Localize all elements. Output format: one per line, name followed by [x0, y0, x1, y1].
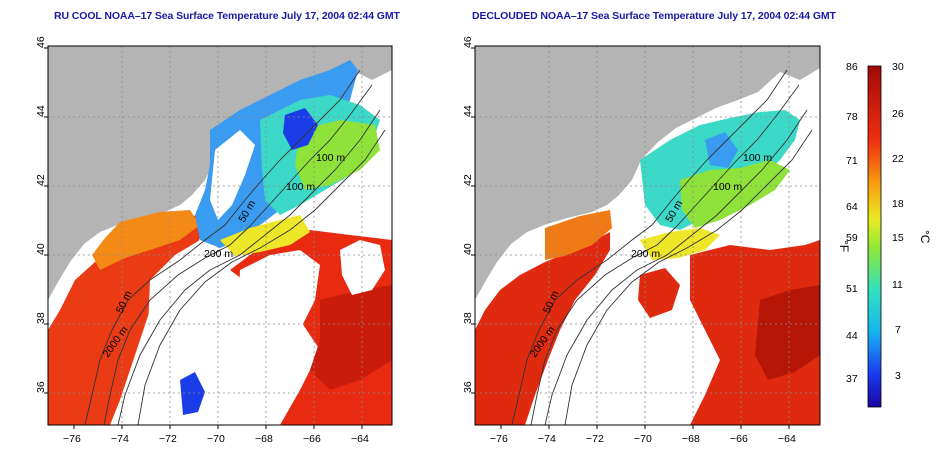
y-tick-label: 36 — [35, 381, 47, 393]
celsius-unit: °C — [918, 230, 932, 244]
cold-water-patch — [180, 372, 205, 415]
cloud-streak — [238, 250, 320, 375]
x-tick-label: −68 — [255, 433, 273, 445]
y-tick-label: 44 — [462, 105, 474, 117]
cloud-streak — [130, 240, 215, 425]
y-tick-label: 38 — [35, 312, 47, 324]
green-shelf-water — [680, 160, 790, 228]
y-tick-label: 38 — [462, 312, 474, 324]
celsius-tick: 11 — [892, 279, 903, 291]
grid-lines — [48, 46, 392, 425]
fahrenheit-tick: 44 — [846, 330, 858, 342]
contour-label: 200 m — [631, 248, 660, 260]
x-tick-label: −70 — [207, 433, 225, 445]
celsius-tick: 7 — [895, 324, 901, 336]
y-tick-label: 40 — [462, 243, 474, 255]
colorbar: 86 78 71 64 59 51 44 37 30 26 22 18 15 1… — [837, 61, 932, 408]
right-map-panel: 100 m 100 m 50 m 200 m 50 m 2000 m −76 −… — [462, 36, 821, 445]
y-tick-label: 46 — [35, 36, 47, 48]
warm-water-patch — [638, 268, 680, 318]
contour-label: 200 m — [204, 248, 233, 260]
bathymetry-contours — [84, 69, 386, 425]
warm-water-band — [755, 285, 820, 380]
y-tick-label: 36 — [462, 381, 474, 393]
blue-shelf-patch — [705, 132, 738, 168]
green-shelf-water — [295, 120, 380, 190]
cold-water-patch — [283, 108, 318, 150]
right-panel-title: DECLOUDED NOAA–17 Sea Surface Temperatur… — [472, 10, 836, 22]
x-tick-label: −72 — [586, 433, 604, 445]
x-tick-label: −76 — [490, 433, 508, 445]
y-tick-label: 42 — [462, 174, 474, 186]
grid-lines — [475, 46, 820, 425]
left-panel-title: RU COOL NOAA–17 Sea Surface Temperature … — [54, 10, 400, 22]
left-map-panel: 100 m 100 m 50 m 200 m 50 m 2000 m −76 −… — [35, 36, 393, 445]
right-y-axis: 46 44 42 40 38 36 — [462, 36, 475, 394]
x-tick-label: −66 — [303, 433, 321, 445]
y-tick-label: 44 — [35, 105, 47, 117]
cloud-streak — [210, 130, 255, 220]
celsius-tick: 30 — [892, 61, 904, 73]
x-tick-label: −66 — [730, 433, 748, 445]
fahrenheit-tick: 64 — [846, 201, 858, 213]
celsius-scale: 30 26 22 18 15 11 7 3 — [892, 61, 904, 382]
fahrenheit-unit: °F — [837, 240, 851, 252]
celsius-tick: 22 — [892, 153, 904, 165]
x-tick-label: −64 — [778, 433, 796, 445]
land-mass — [48, 46, 392, 300]
land-mass — [475, 46, 820, 300]
fahrenheit-tick: 51 — [846, 283, 858, 295]
left-map-frame — [47, 45, 393, 426]
x-tick-label: −74 — [538, 433, 556, 445]
x-tick-label: −64 — [351, 433, 369, 445]
colorbar-gradient — [867, 65, 882, 408]
warm-water-outer — [690, 240, 820, 425]
x-tick-label: −70 — [634, 433, 652, 445]
right-x-axis: −76 −74 −72 −70 −68 −66 −64 — [490, 425, 796, 445]
orange-water — [545, 210, 612, 260]
fahrenheit-tick: 78 — [846, 111, 858, 123]
left-x-axis: −76 −74 −72 −70 −68 −66 −64 — [63, 425, 369, 445]
cloud-streak — [340, 240, 385, 295]
right-map-frame — [474, 45, 821, 426]
warm-water-band — [310, 285, 392, 390]
celsius-tick: 3 — [895, 370, 901, 382]
fahrenheit-tick: 37 — [846, 373, 858, 385]
x-tick-label: −72 — [159, 433, 177, 445]
yellow-shelf-water — [640, 228, 720, 260]
contour-label: 100 m — [316, 152, 345, 164]
fahrenheit-tick: 59 — [846, 232, 858, 244]
y-tick-label: 46 — [462, 36, 474, 48]
left-y-axis: 46 44 42 40 38 36 — [35, 36, 48, 394]
contour-label: 100 m — [286, 181, 315, 193]
fahrenheit-scale: 86 78 71 64 59 51 44 37 — [846, 61, 858, 385]
x-tick-label: −68 — [682, 433, 700, 445]
contour-label: 100 m — [713, 181, 742, 193]
celsius-tick: 18 — [892, 198, 904, 210]
x-tick-label: −76 — [63, 433, 81, 445]
y-tick-label: 40 — [35, 243, 47, 255]
celsius-tick: 15 — [892, 232, 904, 244]
fahrenheit-tick: 71 — [846, 155, 858, 167]
bathymetry-contours — [511, 69, 813, 425]
celsius-tick: 26 — [892, 108, 904, 120]
contour-label: 100 m — [743, 152, 772, 164]
y-tick-label: 42 — [35, 174, 47, 186]
x-tick-label: −74 — [111, 433, 129, 445]
fahrenheit-tick: 86 — [846, 61, 858, 73]
